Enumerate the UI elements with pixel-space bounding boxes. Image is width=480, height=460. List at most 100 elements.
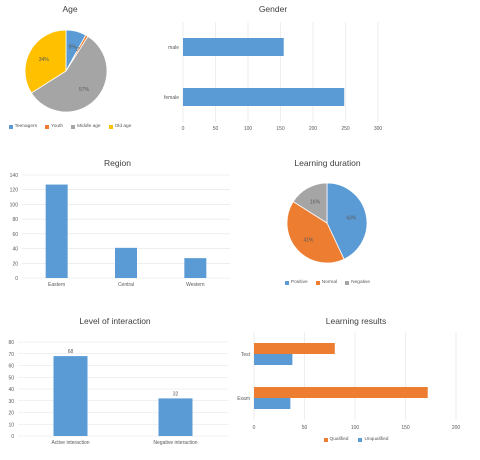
results-x-tick: 0: [253, 425, 256, 431]
region-y-tick: 60: [12, 232, 18, 238]
age-legend-swatch: [108, 124, 113, 129]
interaction-chart: Level of interaction 0 10 20 30 40 50 60 70 80 68…: [0, 310, 230, 460]
interaction-chart-plot: 0 10 20 30 40 50 60 70 80 68 Active interaction 32 N…: [8, 340, 228, 446]
interaction-data-label: 32: [173, 391, 179, 397]
region-bar: [115, 247, 137, 278]
region-y-tick: 100: [10, 202, 19, 208]
region-chart-title: Region: [104, 158, 131, 168]
duration-data-label: 43%: [346, 216, 357, 222]
age-legend-label: Middle age: [77, 124, 101, 129]
interaction-y-tick: 40: [8, 387, 14, 393]
age-chart-plot: 8%1%57%34%: [24, 29, 108, 113]
results-legend-item: Qualified: [323, 437, 349, 442]
interaction-category-label: Negative interaction: [153, 440, 197, 446]
duration-legend-item: Positive: [284, 280, 308, 285]
age-legend-label: Teenagers: [14, 124, 37, 129]
duration-slice: [292, 182, 328, 224]
results-x-tick: 100: [351, 425, 360, 431]
duration-legend-item: Negative: [345, 280, 370, 285]
duration-legend-swatch: [345, 280, 350, 285]
age-legend-swatch: [71, 124, 76, 129]
region-category-label: Eastern: [48, 282, 65, 288]
interaction-bar: [53, 356, 88, 436]
duration-legend-label: Normal: [321, 280, 338, 285]
interaction-y-tick: 50: [8, 375, 14, 381]
gender-x-tick: 150: [276, 126, 285, 132]
age-legend-swatch: [45, 124, 49, 129]
results-chart-title: Learning results: [325, 316, 387, 326]
interaction-y-tick: 0: [11, 434, 14, 440]
results-chart-legend: Qualified Unqualified: [232, 437, 480, 442]
age-slice: [30, 35, 108, 113]
region-y-tick: 0: [15, 276, 18, 282]
age-legend-item: Old age: [108, 124, 132, 129]
gender-category-label: female: [164, 95, 179, 101]
results-x-tick: 150: [401, 425, 410, 431]
age-legend-label: Old age: [114, 124, 132, 129]
interaction-bar: [158, 398, 193, 436]
gender-chart: Gender 0 50 100 150 200 250 300 male female: [148, 0, 398, 140]
gender-chart-title: Gender: [258, 4, 288, 14]
age-data-label: 8%: [69, 44, 77, 50]
duration-legend-swatch: [315, 280, 320, 285]
gender-chart-plot: 0 50 100 150 200 250 300 male female: [164, 22, 383, 132]
age-data-label: 57%: [79, 87, 90, 93]
age-data-label: 34%: [39, 57, 50, 63]
duration-chart-legend: Positive Normal Negative: [260, 280, 395, 285]
results-legend-item: Unqualified: [358, 437, 388, 442]
results-legend-label: Qualified: [329, 437, 349, 442]
results-chart-plot: 0 50 100 150 200 Test Exam: [237, 332, 460, 431]
gender-x-tick: 50: [213, 126, 219, 132]
gender-x-tick: 200: [309, 126, 318, 132]
region-chart: Region 0 20 40 60 80 100 120 140 Eastern Central W…: [0, 150, 235, 295]
gender-x-tick: 0: [182, 126, 185, 132]
interaction-y-tick: 80: [8, 340, 14, 346]
interaction-chart-title: Level of interaction: [79, 316, 151, 326]
duration-chart-plot: 43% 41% 16%: [286, 182, 368, 264]
interaction-y-tick: 70: [8, 352, 14, 358]
results-bar: [254, 354, 293, 365]
interaction-y-tick: 30: [8, 399, 14, 405]
age-chart-legend: Teenagers Youth Middle age Old age: [0, 124, 140, 129]
duration-data-label: 16%: [310, 199, 321, 205]
region-category-label: Western: [186, 282, 205, 288]
interaction-category-label: Active interaction: [51, 440, 89, 446]
gender-x-tick: 250: [341, 126, 350, 132]
results-legend-swatch: [323, 437, 328, 442]
results-x-tick: 50: [302, 425, 308, 431]
results-bar: [254, 387, 428, 398]
results-legend-label: Unqualified: [364, 437, 389, 442]
region-bar: [45, 184, 68, 278]
results-category-label: Test: [241, 352, 251, 358]
duration-legend-label: Positive: [290, 280, 308, 285]
region-y-tick: 120: [10, 188, 19, 194]
gender-x-tick: 100: [244, 126, 253, 132]
gender-x-tick: 300: [374, 126, 383, 132]
region-y-tick: 20: [12, 261, 18, 267]
gender-category-label: male: [168, 45, 179, 51]
age-legend-item: Youth: [45, 124, 63, 129]
results-chart: Learning results 0 50 100 150 200 Test Exam Qu…: [232, 310, 480, 460]
gender-bar: [183, 38, 284, 56]
duration-chart: Learning duration 43% 41% 16% Positive Norm…: [260, 150, 395, 295]
interaction-data-label: 68: [68, 349, 74, 355]
interaction-y-tick: 10: [8, 422, 14, 428]
duration-slice: [326, 182, 368, 260]
results-bar: [254, 343, 335, 354]
region-category-label: Central: [118, 282, 134, 288]
age-legend-item: Middle age: [71, 124, 101, 129]
region-y-tick: 140: [10, 173, 19, 179]
interaction-y-tick: 60: [8, 364, 14, 370]
duration-legend-item: Normal: [315, 280, 338, 285]
results-bar: [254, 398, 291, 409]
age-slice: [24, 29, 67, 94]
age-legend-item: Teenagers: [8, 124, 37, 129]
duration-legend-label: Negative: [351, 280, 371, 285]
age-legend-label: Youth: [51, 124, 64, 129]
age-chart-title: Age: [62, 4, 78, 14]
results-category-label: Exam: [237, 396, 250, 402]
duration-slice: [286, 201, 345, 264]
region-y-tick: 80: [12, 217, 18, 223]
region-y-tick: 40: [12, 247, 18, 253]
